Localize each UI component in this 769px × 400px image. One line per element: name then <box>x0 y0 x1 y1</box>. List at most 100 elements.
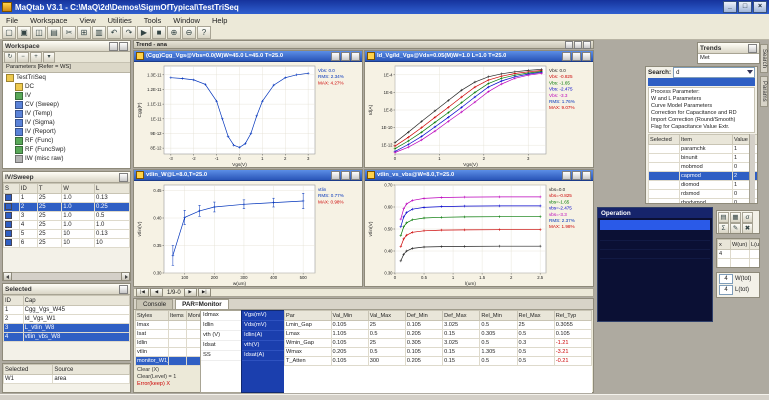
maximize-icon[interactable] <box>341 171 350 180</box>
next-page-icon[interactable]: ▶ <box>184 288 197 297</box>
table-row[interactable]: Idlin <box>136 339 205 348</box>
refresh-icon[interactable]: ↻ <box>4 52 16 63</box>
prev-page-icon[interactable]: ◀ <box>150 288 163 297</box>
id-vgs-plot-canvas[interactable]: 01231E-121E-101E-81E-61E-4Vgs(V)Id(A)Vbs… <box>365 62 592 168</box>
minimize-icon[interactable] <box>331 52 340 61</box>
workspace-panel-header[interactable]: Workspace <box>3 41 130 52</box>
close-icon[interactable] <box>351 52 360 61</box>
tree-item-iv-report[interactable]: IV (Report) <box>3 127 130 136</box>
menu-file[interactable]: File <box>0 16 24 25</box>
sum-icon[interactable]: Σ <box>718 223 729 234</box>
table-row[interactable]: Lmin_Gap0.105250.1053.0250.5250.3055 <box>285 321 592 330</box>
table-row[interactable]: monitor_W1_IV <box>136 357 205 366</box>
signal-idsat-a[interactable]: Idsat(A) <box>242 351 284 361</box>
vtlin-w-plot-canvas[interactable]: 1002003004005000.300.350.400.45w(um)vtli… <box>134 181 361 287</box>
horizontal-scrollbar[interactable] <box>3 272 130 280</box>
signal-vth-v[interactable]: vth(V) <box>242 341 284 351</box>
operation-row[interactable] <box>600 250 710 259</box>
new-file-icon[interactable]: ▢ <box>2 26 16 39</box>
tree-item-iv-sigma[interactable]: IV (Sigma) <box>3 118 130 127</box>
vertical-scrollbar[interactable] <box>749 134 755 204</box>
paste-icon[interactable]: ▥ <box>92 26 106 39</box>
menu-tools[interactable]: Tools <box>138 16 168 25</box>
cut-icon[interactable]: ✂ <box>62 26 76 39</box>
item-vth-v[interactable]: vth (V) <box>201 331 241 341</box>
table-row[interactable]: 4 <box>718 250 761 259</box>
scroll-right-icon[interactable] <box>121 272 130 281</box>
table-row[interactable]: 1251.00.13 <box>4 194 130 203</box>
copy-icon[interactable]: ⊞ <box>77 26 91 39</box>
delete-icon[interactable]: ✖ <box>742 223 753 234</box>
close-icon[interactable] <box>351 171 360 180</box>
expand-all-icon[interactable]: + <box>30 52 42 63</box>
vertical-tab-search[interactable]: Search <box>760 44 768 73</box>
panel-close-icon[interactable] <box>748 44 757 53</box>
collapse-all-icon[interactable]: − <box>17 52 29 63</box>
table-row[interactable]: Imax <box>136 321 205 330</box>
menu-view[interactable]: View <box>73 16 101 25</box>
zoom-in-icon[interactable]: ⊕ <box>167 26 181 39</box>
scroll-left-icon[interactable] <box>3 272 12 281</box>
item-idsat[interactable]: Idsat <box>201 341 241 351</box>
tree-item-iv[interactable]: IV <box>3 91 130 100</box>
maximize-icon[interactable] <box>574 41 582 49</box>
workspace-tab[interactable]: Parameters [Refer = WS] <box>3 63 130 73</box>
tree-item-iw-misc-raw[interactable]: IW (misc raw) <box>3 154 130 163</box>
table-row[interactable]: mobmod0 <box>649 163 758 172</box>
close-icon[interactable] <box>582 171 591 180</box>
ivsweep-panel-header[interactable]: IV/Sweep <box>3 172 130 183</box>
table-row[interactable]: Lmax1.1050.50.2050.150.3050.50.105 <box>285 330 592 339</box>
zoom-out-icon[interactable]: ⊖ <box>182 26 196 39</box>
menu-utilities[interactable]: Utilities <box>102 16 138 25</box>
table-row[interactable]: rbodymod0 <box>649 199 758 205</box>
run-icon[interactable]: ▶ <box>137 26 151 39</box>
table-row[interactable]: 3L_vtlin_W8 <box>4 324 130 333</box>
tree-item-rf-funcswp[interactable]: RF (FuncSwp) <box>3 145 130 154</box>
table-row[interactable]: rdsmod0 <box>649 190 758 199</box>
item-idlin[interactable]: Idlin <box>201 321 241 331</box>
chart-icon[interactable]: ▤ <box>718 212 729 223</box>
save-icon[interactable]: ◫ <box>32 26 46 39</box>
menu-help[interactable]: Help <box>206 16 233 25</box>
table-row[interactable]: W1area <box>4 375 130 384</box>
item-ss[interactable]: SS <box>201 351 241 361</box>
maximize-icon[interactable] <box>572 171 581 180</box>
table-row[interactable]: Isat <box>136 330 205 339</box>
maximize-icon[interactable] <box>341 52 350 61</box>
panel-menu-icon[interactable] <box>109 42 118 51</box>
search-result-selected[interactable] <box>648 78 755 86</box>
table-row[interactable]: 2Id_Vgs_W1 <box>4 315 130 324</box>
minimize-icon[interactable]: _ <box>723 1 737 13</box>
panel-close-icon[interactable] <box>119 285 128 294</box>
signal-vgs-mv[interactable]: Vgs(mV) <box>242 311 284 321</box>
trend-item-met[interactable]: Met <box>698 54 759 64</box>
item-idmax[interactable]: Idmax <box>201 311 241 321</box>
title-bar[interactable]: MaQtab V3.1 - C:\MaQ\2d\Demos\SigmOfTypi… <box>0 0 769 14</box>
filter-icon[interactable]: ▾ <box>43 52 55 63</box>
table-row[interactable]: 2251.00.25 <box>4 203 130 212</box>
operation-row[interactable] <box>600 232 710 241</box>
first-page-icon[interactable]: |◀ <box>136 288 149 297</box>
vertical-tab-params[interactable]: Params <box>760 76 768 107</box>
close-icon[interactable]: × <box>753 1 767 13</box>
table-row[interactable]: 3251.00.5 <box>4 212 130 221</box>
minimize-icon[interactable] <box>562 52 571 61</box>
wl-field-value[interactable]: 4 <box>719 274 733 284</box>
table-row[interactable] <box>718 259 761 268</box>
operation-row[interactable] <box>600 241 710 250</box>
redo-icon[interactable]: ↷ <box>122 26 136 39</box>
table-row[interactable]: Wmin_Gap0.105250.3053.0250.50.3-1.21 <box>285 339 592 348</box>
tab-par-monitor[interactable]: PAR=Monitor <box>175 299 229 309</box>
plot-titlebar[interactable]: Id_Vg/Id_Vgs@Vds=0.05(M)W=1.0 L=1.0 T=25… <box>365 51 593 62</box>
table-row[interactable]: binunit1 <box>649 154 758 163</box>
minimize-icon[interactable] <box>565 41 573 49</box>
table-row[interactable]: paramchk1 <box>649 145 758 154</box>
tree-item-dc[interactable]: DC <box>3 82 130 91</box>
tab-console[interactable]: Console <box>136 299 173 309</box>
close-icon[interactable] <box>583 41 591 49</box>
wl-field-value[interactable]: 4 <box>719 285 733 295</box>
print-icon[interactable]: ▤ <box>47 26 61 39</box>
table-row[interactable]: 6251010 <box>4 239 130 248</box>
minimize-icon[interactable] <box>562 171 571 180</box>
edit-icon[interactable]: ✎ <box>730 223 741 234</box>
